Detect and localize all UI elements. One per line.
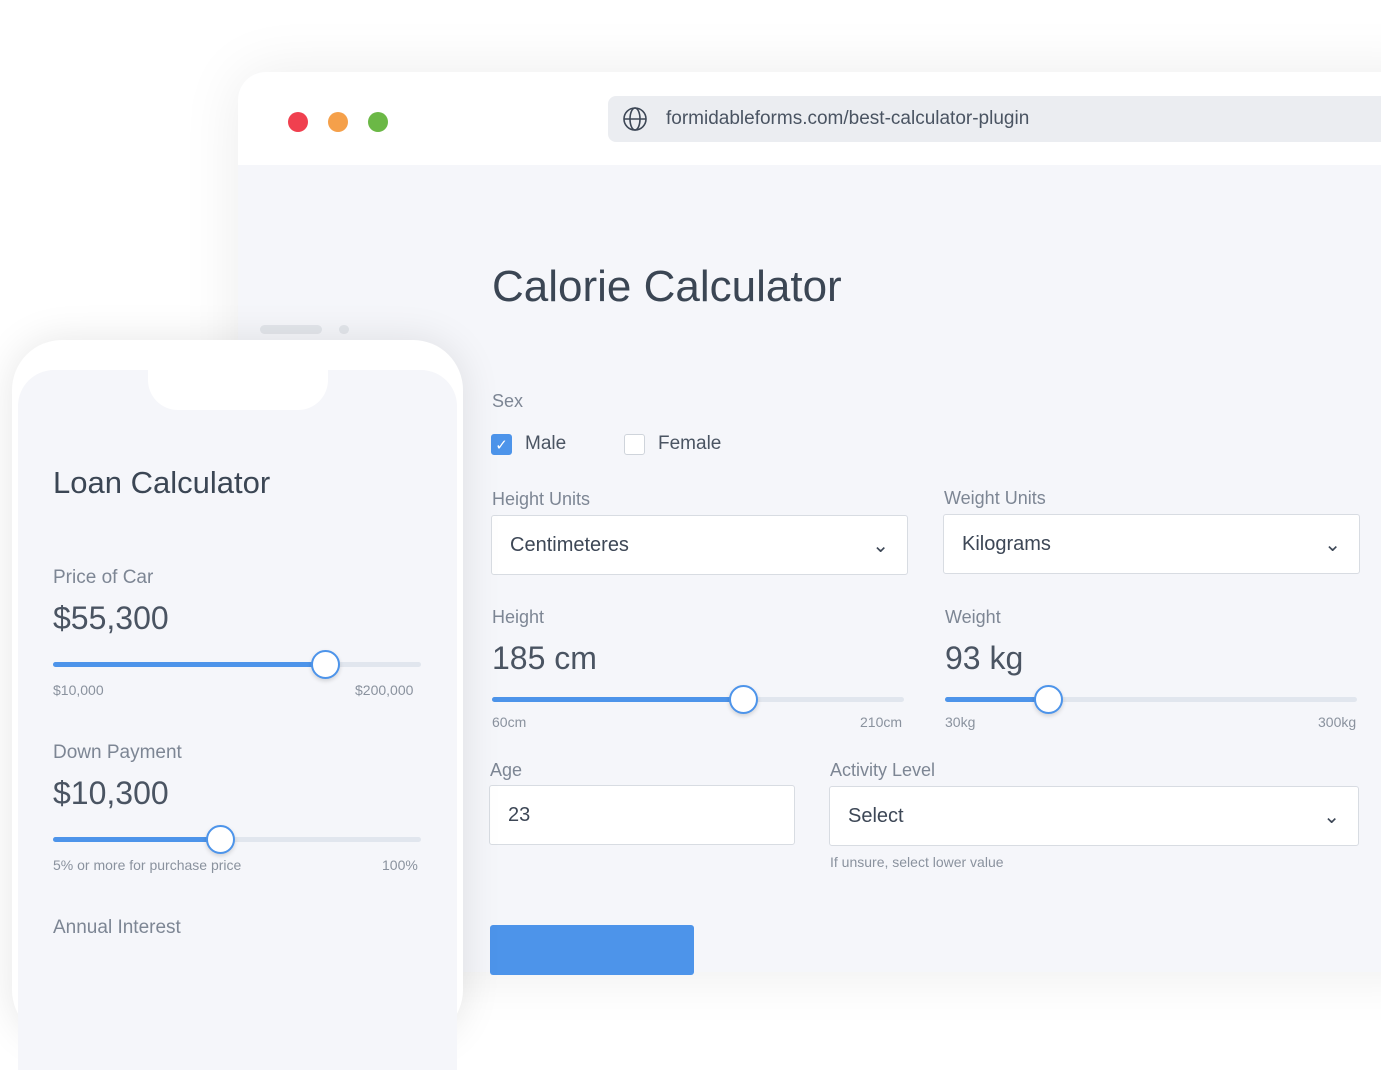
camera-decoration (339, 325, 349, 334)
price-label: Price of Car (53, 567, 154, 588)
height-units-value: Centimeteres (510, 533, 629, 556)
price-slider-fill (53, 662, 326, 667)
weight-slider[interactable] (945, 685, 1357, 714)
down-slider-fill (53, 837, 221, 842)
sex-label: Sex (492, 391, 524, 411)
down-max: 100% (382, 857, 418, 873)
globe-icon (623, 107, 647, 131)
close-dot[interactable] (288, 112, 308, 132)
height-value: 185 cm (492, 640, 597, 676)
chevron-down-icon: ⌄ (872, 534, 889, 557)
height-slider[interactable] (492, 685, 904, 714)
height-units-select[interactable]: Centimeteres ⌄ (491, 515, 908, 575)
chevron-down-icon: ⌄ (1324, 533, 1341, 556)
weight-min: 30kg (945, 714, 976, 730)
url-text: formidableforms.com/best-calculator-plug… (666, 108, 1030, 129)
price-slider[interactable] (53, 650, 421, 679)
weight-slider-thumb[interactable] (1034, 685, 1063, 714)
chevron-down-icon: ⌄ (1323, 805, 1340, 828)
age-input[interactable]: 23 (489, 785, 795, 845)
height-slider-fill (492, 697, 744, 702)
speaker-decoration (260, 325, 322, 334)
down-label: Down Payment (53, 742, 182, 763)
address-bar[interactable]: formidableforms.com/best-calculator-plug… (608, 96, 1381, 142)
female-label: Female (658, 433, 722, 454)
height-min: 60cm (492, 714, 527, 730)
height-max: 210cm (860, 714, 903, 730)
weight-slider-fill (945, 697, 1048, 702)
browser-toolbar: formidableforms.com/best-calculator-plug… (238, 72, 1381, 165)
page-title: Calorie Calculator (492, 262, 842, 311)
activity-label: Activity Level (830, 760, 936, 780)
weight-max: 300kg (1318, 714, 1357, 730)
price-min: $10,000 (53, 682, 104, 698)
female-option[interactable]: Female (624, 433, 721, 455)
phone-notch (148, 370, 328, 410)
age-value: 23 (508, 803, 531, 826)
age-label: Age (490, 760, 523, 780)
weight-value: 93 kg (945, 640, 1024, 676)
price-slider-thumb[interactable] (311, 650, 341, 679)
weight-units-label: Weight Units (944, 488, 1046, 508)
female-checkbox[interactable] (624, 433, 645, 455)
down-min: 5% or more for purchase price (53, 857, 242, 873)
down-slider[interactable] (53, 825, 421, 854)
weight-label: Weight (945, 607, 1001, 627)
activity-select[interactable]: Select ⌄ (829, 786, 1359, 846)
phone-screen (18, 370, 457, 1070)
height-label: Height (492, 607, 545, 627)
male-label: Male (525, 433, 567, 454)
height-slider-thumb[interactable] (729, 685, 759, 714)
height-units-label: Height Units (492, 489, 591, 509)
down-value: $10,300 (53, 775, 169, 811)
weight-units-select[interactable]: Kilograms ⌄ (943, 514, 1360, 574)
weight-units-value: Kilograms (962, 532, 1051, 555)
down-slider-thumb[interactable] (206, 825, 236, 854)
phone-mockup (12, 340, 463, 1070)
activity-hint: If unsure, select lower value (830, 854, 1004, 870)
price-value: $55,300 (53, 600, 169, 636)
male-option[interactable]: ✓ Male (491, 433, 566, 455)
minimize-dot[interactable] (328, 112, 348, 132)
calculate-button[interactable] (490, 925, 694, 975)
maximize-dot[interactable] (368, 112, 388, 132)
interest-label: Annual Interest (53, 917, 181, 938)
activity-value: Select (848, 804, 904, 827)
loan-title: Loan Calculator (53, 465, 271, 500)
male-checkbox[interactable]: ✓ (491, 433, 512, 455)
price-max: $200,000 (355, 682, 414, 698)
